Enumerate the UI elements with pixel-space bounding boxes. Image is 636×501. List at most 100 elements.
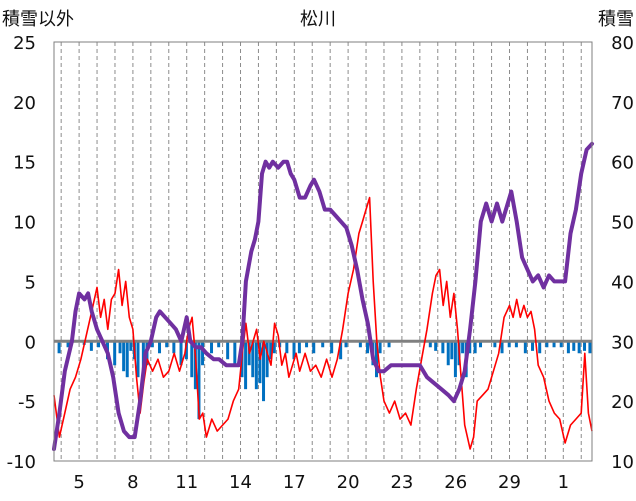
x-tick-label: 29 bbox=[498, 472, 521, 493]
precipitation-bar bbox=[179, 341, 183, 366]
x-tick-label: 20 bbox=[337, 472, 360, 493]
left-tick-label: 10 bbox=[13, 213, 36, 234]
precipitation-bar bbox=[297, 341, 301, 354]
precipitation-bar bbox=[305, 341, 309, 348]
left-tick-label: 20 bbox=[13, 93, 36, 114]
precipitation-bar bbox=[428, 341, 432, 348]
precipitation-bar bbox=[344, 341, 348, 348]
right-tick-label: 20 bbox=[611, 392, 634, 413]
precipitation-bar bbox=[450, 341, 454, 360]
plot-border bbox=[53, 41, 593, 462]
left-tick-label: -10 bbox=[7, 452, 36, 473]
left-tick-label: 0 bbox=[25, 332, 36, 353]
precipitation-bar bbox=[577, 341, 581, 354]
precipitation-bar bbox=[523, 341, 527, 354]
precipitation-bar bbox=[321, 341, 325, 348]
precipitation-bar bbox=[493, 341, 497, 348]
x-tick-label: 26 bbox=[444, 472, 467, 493]
left-axis: 25 20 15 10 5 0 -5 -10 bbox=[7, 33, 36, 473]
right-tick-label: 30 bbox=[611, 332, 634, 353]
x-tick-label: 1 bbox=[558, 472, 569, 493]
precipitation-bar bbox=[150, 341, 154, 348]
precipitation-bar bbox=[226, 341, 230, 360]
precipitation-bar bbox=[545, 341, 549, 348]
precipitation-bar bbox=[244, 341, 248, 390]
precipitation-bars bbox=[57, 341, 592, 420]
x-tick-label: 8 bbox=[127, 472, 138, 493]
x-tick-label: 11 bbox=[175, 472, 198, 493]
precipitation-bar bbox=[172, 341, 176, 354]
precipitation-bar bbox=[89, 341, 93, 351]
plot-background bbox=[54, 42, 592, 461]
x-tick-label: 14 bbox=[229, 472, 252, 493]
precipitation-bar bbox=[434, 341, 438, 351]
right-tick-label: 60 bbox=[611, 153, 634, 174]
x-tick-label: 17 bbox=[283, 472, 306, 493]
precipitation-bar bbox=[330, 341, 334, 354]
precipitation-bar bbox=[258, 341, 262, 384]
x-axis: 5 8 11 14 17 20 23 26 29 1 bbox=[73, 472, 569, 493]
precipitation-bar bbox=[375, 341, 379, 378]
precipitation-bar bbox=[197, 341, 201, 420]
precipitation-bar bbox=[272, 341, 276, 354]
right-tick-label: 40 bbox=[611, 272, 634, 293]
precipitation-bar bbox=[500, 341, 504, 354]
precipitation-bar bbox=[461, 341, 465, 354]
series-snow-depth bbox=[52, 141, 594, 451]
precipitation-bar bbox=[572, 341, 576, 351]
precipitation-bar bbox=[514, 341, 518, 348]
precipitation-bar bbox=[378, 341, 382, 354]
precipitation-bar bbox=[66, 341, 70, 348]
precipitation-bar bbox=[113, 341, 117, 366]
precipitation-bar bbox=[292, 341, 296, 360]
precipitation-bar bbox=[312, 341, 316, 354]
right-tick-label: 50 bbox=[611, 213, 634, 234]
precipitation-bar bbox=[566, 341, 570, 354]
precipitation-bar bbox=[366, 341, 370, 354]
left-axis-label: 積雪以外 bbox=[2, 9, 74, 30]
precipitation-bar bbox=[118, 341, 122, 354]
precipitation-bar bbox=[217, 341, 221, 348]
precipitation-bar bbox=[269, 341, 273, 360]
precipitation-bar bbox=[446, 341, 450, 366]
precipitation-bar bbox=[251, 341, 255, 378]
precipitation-bar bbox=[122, 341, 126, 372]
precipitation-bar bbox=[559, 341, 563, 348]
precipitation-bar bbox=[201, 341, 205, 366]
left-tick-label: 15 bbox=[13, 153, 36, 174]
precipitation-bar bbox=[233, 341, 237, 366]
precipitation-bar bbox=[129, 341, 133, 351]
precipitation-bar bbox=[184, 341, 188, 360]
left-tick-label: -5 bbox=[18, 392, 36, 413]
precipitation-bar bbox=[538, 341, 542, 354]
precipitation-bar bbox=[531, 341, 535, 351]
chart-title: 松川 bbox=[300, 9, 336, 30]
precipitation-bar bbox=[441, 341, 445, 354]
precipitation-bar bbox=[285, 341, 289, 354]
precipitation-bar bbox=[158, 341, 162, 354]
right-axis-label: 積雪 bbox=[598, 9, 634, 30]
precipitation-bar bbox=[583, 341, 587, 351]
right-tick-label: 10 bbox=[611, 452, 634, 473]
precipitation-bar bbox=[210, 341, 214, 354]
precipitation-bar bbox=[479, 341, 483, 348]
precipitation-bar bbox=[97, 341, 101, 348]
left-tick-label: 25 bbox=[13, 33, 36, 54]
precipitation-bar bbox=[125, 341, 129, 378]
precipitation-bar bbox=[387, 341, 391, 348]
right-tick-label: 70 bbox=[611, 93, 634, 114]
precipitation-bar bbox=[165, 341, 169, 348]
precipitation-bar bbox=[588, 341, 592, 354]
right-axis: 80 70 60 50 40 30 20 10 bbox=[611, 33, 634, 473]
precipitation-bar bbox=[190, 341, 194, 378]
precipitation-bar bbox=[552, 341, 556, 348]
precipitation-bar bbox=[507, 341, 511, 348]
precipitation-bar bbox=[473, 341, 477, 354]
x-tick-label: 23 bbox=[390, 472, 413, 493]
precipitation-bar bbox=[136, 341, 140, 378]
right-tick-label: 80 bbox=[611, 33, 634, 54]
precipitation-bar bbox=[265, 341, 269, 378]
precipitation-bar bbox=[358, 341, 362, 348]
precipitation-bar bbox=[453, 341, 457, 378]
